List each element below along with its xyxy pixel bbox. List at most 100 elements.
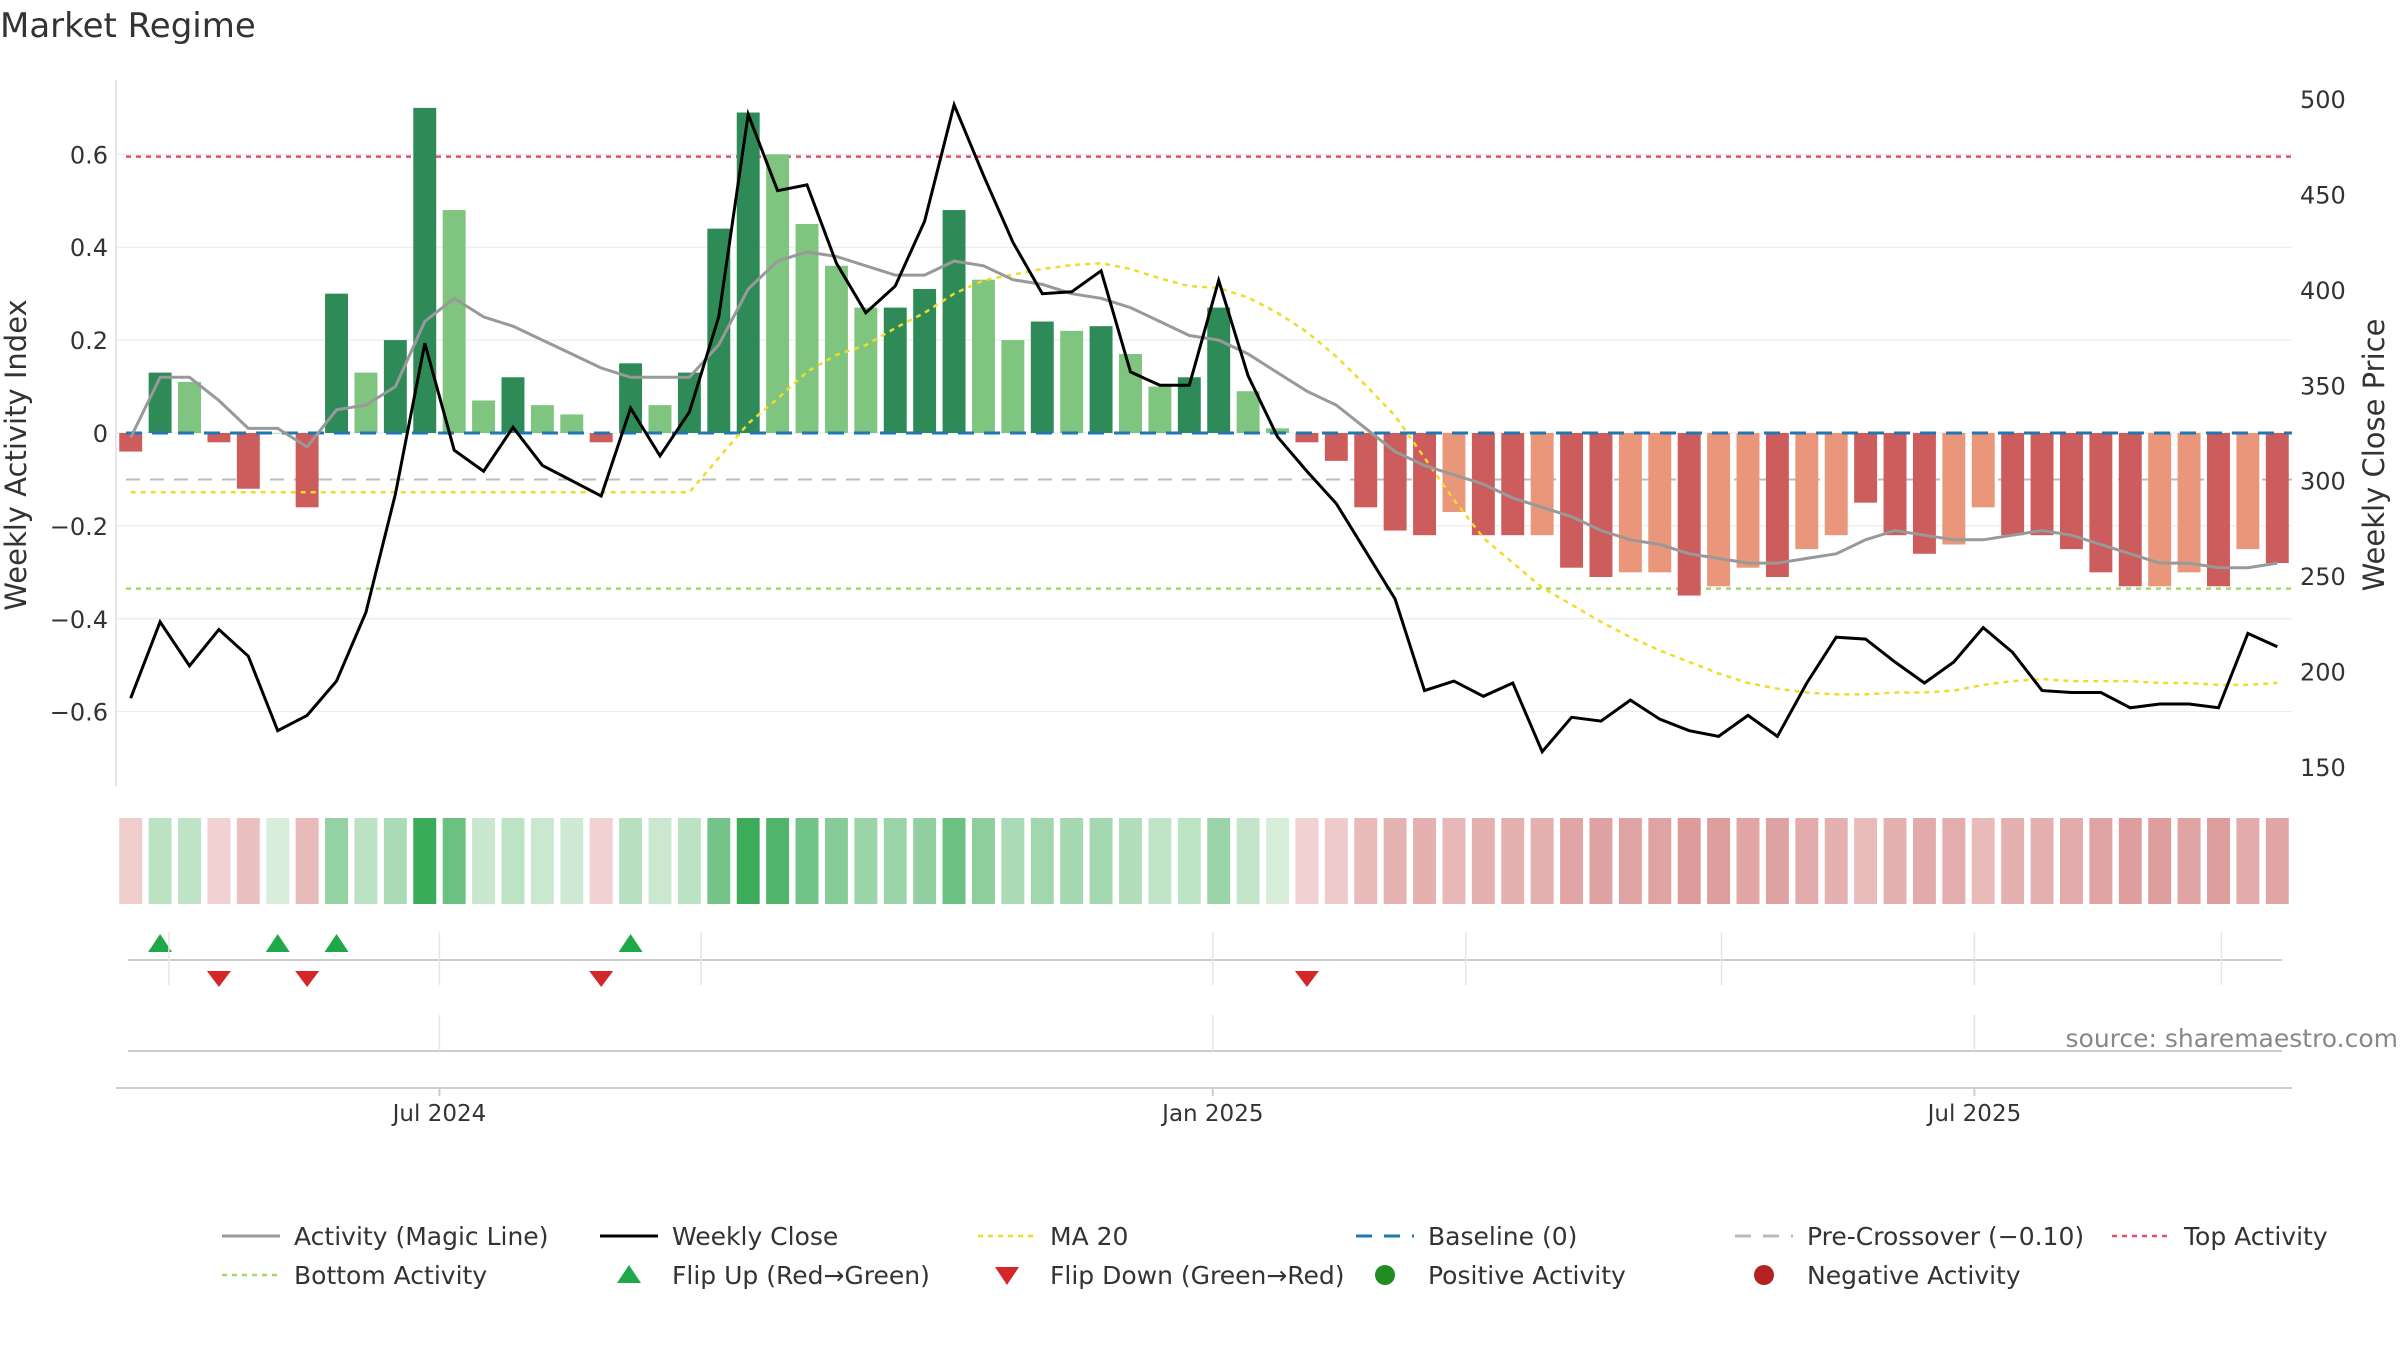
- activity-bar: [2236, 433, 2260, 550]
- activity-bar: [913, 289, 937, 433]
- heat-strip-cell: [795, 818, 819, 904]
- heat-strip-cell: [1942, 818, 1966, 904]
- heat-strip-cell: [1383, 818, 1407, 904]
- heat-strip-cell: [1530, 818, 1554, 904]
- heat-strip-cell: [560, 818, 584, 904]
- activity-bar: [2207, 433, 2230, 587]
- heat-strip-cell: [119, 818, 143, 904]
- activity-bar: [1266, 428, 1289, 433]
- activity-bar: [119, 433, 143, 452]
- y2-tick-label: 400: [2300, 277, 2346, 305]
- y-tick-label: −0.4: [50, 606, 108, 634]
- activity-bar: [501, 377, 525, 433]
- heat-strip-cell: [2177, 818, 2201, 904]
- activity-bar: [971, 279, 995, 433]
- flip-down-marker: [1294, 971, 1319, 987]
- activity-bar: [1795, 433, 1819, 550]
- activity-bar: [1148, 386, 1172, 433]
- y2-tick-label: 450: [2300, 181, 2346, 209]
- activity-bar: [560, 414, 584, 433]
- heat-strip-cell: [1971, 818, 1995, 904]
- activity-bar: [2059, 433, 2083, 550]
- activity-bar: [795, 223, 819, 433]
- heat-strip-cell: [207, 818, 231, 904]
- heat-strip-cell: [2236, 818, 2260, 904]
- heat-strip-cell: [530, 818, 554, 904]
- heat-strip-cell: [1824, 818, 1848, 904]
- legend-swatch: [1375, 1265, 1395, 1285]
- activity-bar: [883, 307, 907, 433]
- heat-strip-cell: [1295, 818, 1319, 904]
- activity-bar: [1971, 433, 1995, 508]
- activity-bar: [325, 293, 349, 433]
- y2-axis-label: Weekly Close Price: [2357, 319, 2391, 592]
- heat-strip-cell: [1089, 818, 1113, 904]
- y2-tick-label: 150: [2300, 754, 2346, 782]
- heat-strip-cell: [942, 818, 966, 904]
- heat-strip-cell: [2118, 818, 2142, 904]
- heat-strip-cell: [148, 818, 172, 904]
- activity-bar: [1089, 326, 1113, 433]
- y2-tick-label: 200: [2300, 659, 2346, 687]
- heat-strip-cell: [1560, 818, 1584, 904]
- x-tick-label: Jan 2025: [1160, 1101, 1263, 1127]
- y2-tick-label: 500: [2300, 86, 2346, 114]
- heat-strip-cell: [766, 818, 790, 904]
- flip-down-marker: [295, 971, 320, 987]
- y2-tick-label: 300: [2300, 468, 2346, 496]
- heat-strip-cell: [1471, 818, 1495, 904]
- x-tick-label: Jul 2024: [391, 1101, 487, 1127]
- activity-bar: [1824, 433, 1848, 536]
- legend-label: Negative Activity: [1807, 1261, 2021, 1290]
- x-tick-label: Jul 2025: [1926, 1101, 2022, 1127]
- flip-down-marker: [206, 971, 231, 987]
- heat-strip-cell: [1677, 818, 1701, 904]
- y2-axis-ticks: 500 450 400 350 300 250 200 150: [2300, 86, 2346, 782]
- activity-bar: [766, 154, 790, 433]
- heat-strip-cell: [2001, 818, 2025, 904]
- heat-strip-cell: [1883, 818, 1907, 904]
- heat-strip-cell: [913, 818, 937, 904]
- y-tick-label: 0.6: [70, 141, 108, 169]
- heat-strip-cell: [854, 818, 878, 904]
- heat-strip-cell: [1912, 818, 1936, 904]
- heat-strip-cell: [413, 818, 437, 904]
- legend-swatch: [617, 1265, 641, 1283]
- heat-strip-cell: [1354, 818, 1378, 904]
- activity-bar: [1883, 433, 1907, 536]
- regime-heat-strip: [119, 818, 2289, 904]
- heat-strip-cell: [1060, 818, 1084, 904]
- heat-strip-cell: [883, 818, 907, 904]
- activity-bar: [1618, 433, 1642, 573]
- activity-bar: [2001, 433, 2025, 536]
- y-tick-label: 0.4: [70, 234, 108, 262]
- activity-bar: [1912, 433, 1936, 554]
- activity-bar: [442, 210, 466, 433]
- activity-bar: [1383, 433, 1407, 531]
- activity-bar: [2148, 433, 2172, 587]
- heat-strip-cell: [1795, 818, 1819, 904]
- heat-strip-cell: [648, 818, 672, 904]
- heat-strip-cell: [824, 818, 848, 904]
- activity-bar: [1119, 354, 1142, 433]
- activity-bar: [148, 372, 172, 433]
- activity-bar: [736, 112, 760, 434]
- y-tick-label: 0.2: [70, 327, 108, 355]
- heat-strip-cell: [619, 818, 643, 904]
- heat-strip-cell: [501, 818, 525, 904]
- ma20-line: [130, 261, 2278, 696]
- heat-strip-cell: [1207, 818, 1231, 904]
- heat-strip-cell: [1501, 818, 1525, 904]
- weekly-close-line: [129, 100, 2278, 755]
- activity-bar: [1530, 433, 1554, 536]
- heat-strip-cell: [442, 818, 466, 904]
- activity-bar: [1295, 433, 1319, 443]
- activity-bar: [942, 210, 966, 433]
- heat-strip-cell: [1413, 818, 1437, 904]
- y-axis-label: Weekly Activity Index: [0, 299, 33, 610]
- activity-bar: [1236, 391, 1260, 433]
- legend-label: Bottom Activity: [294, 1261, 487, 1290]
- activity-bar: [1854, 433, 1878, 503]
- legend-label: Flip Down (Green→Red): [1050, 1261, 1345, 1290]
